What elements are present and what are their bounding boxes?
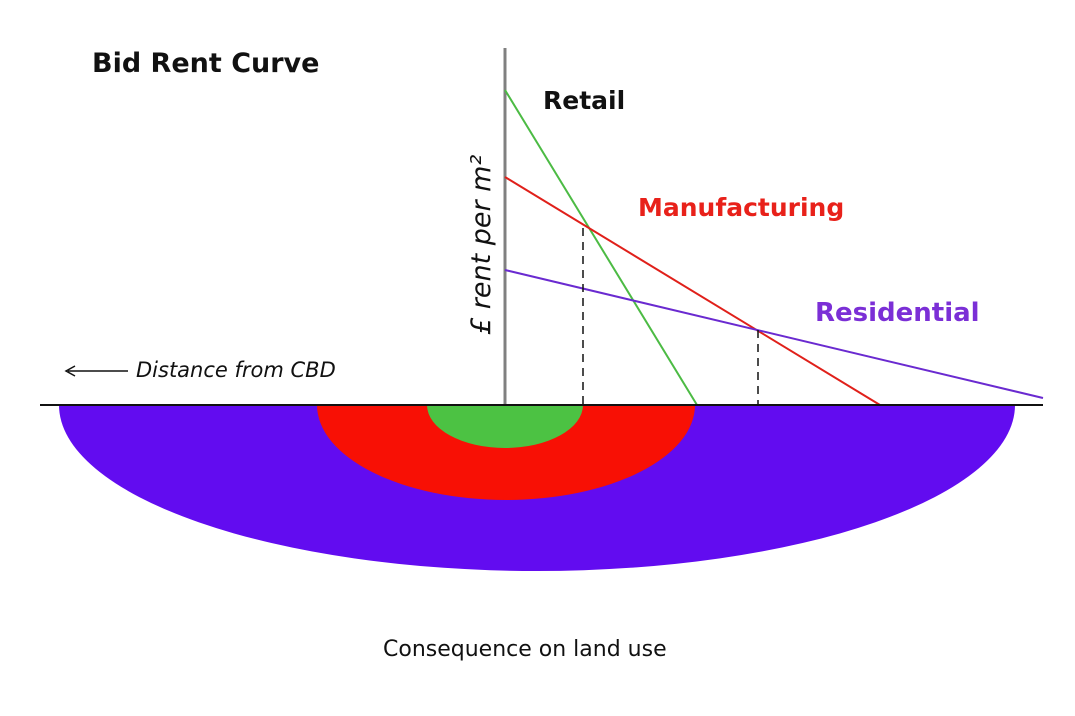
- x-axis-label: Distance from CBD: [136, 358, 336, 382]
- label-manufacturing: Manufacturing: [638, 193, 845, 222]
- caption: Consequence on land use: [383, 637, 667, 662]
- arrow-head: [64, 365, 76, 377]
- manufacturing-line: [504, 176, 881, 406]
- mask-above-baseline: [0, 0, 1075, 405]
- residential-line: [504, 269, 1044, 399]
- retail-line: [504, 89, 698, 406]
- label-retail: Retail: [543, 86, 626, 115]
- label-residential: Residential: [815, 298, 980, 328]
- y-axis-label: £ rent per m²: [466, 154, 497, 335]
- diagram-title: Bid Rent Curve: [92, 48, 320, 79]
